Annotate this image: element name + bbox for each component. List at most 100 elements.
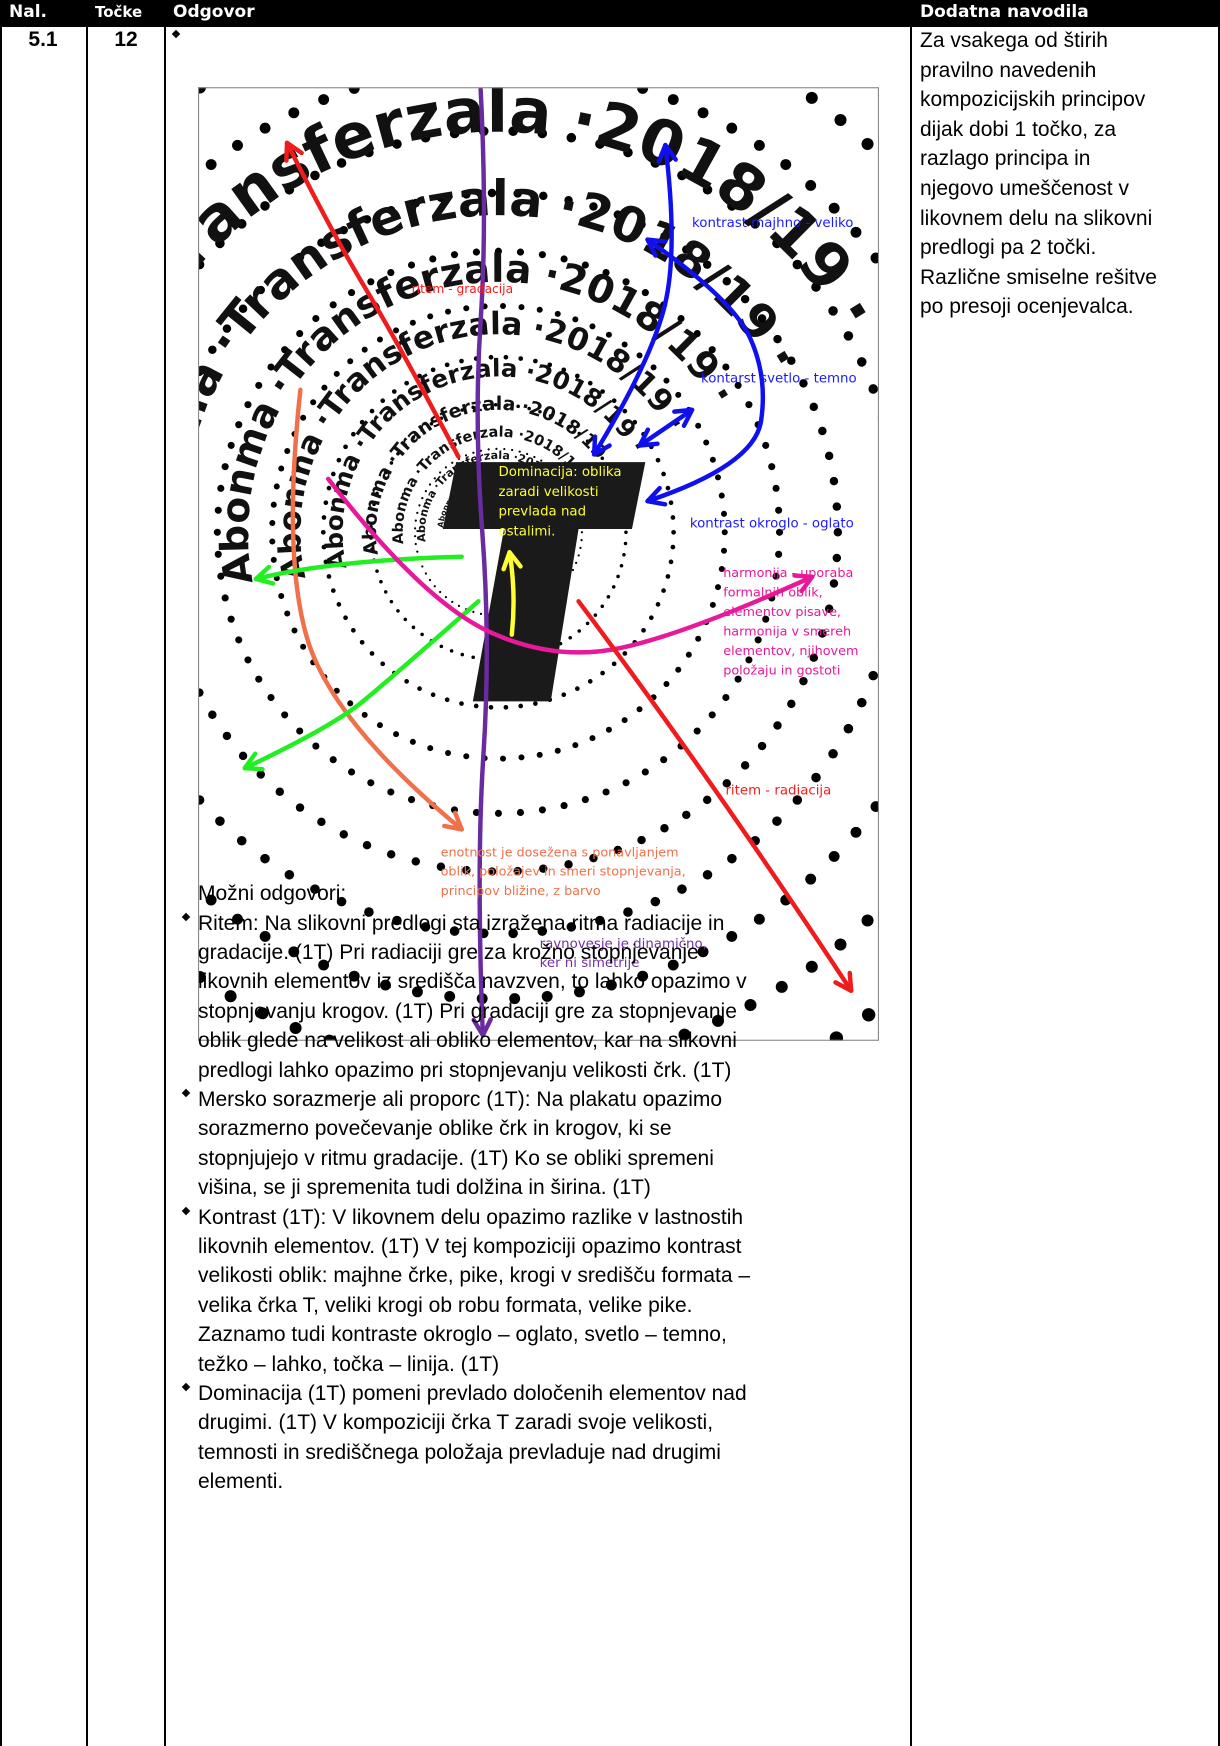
poster-dot	[326, 574, 332, 579]
poster-dot	[275, 268, 285, 278]
poster-dot	[513, 189, 522, 198]
poster-dot	[675, 666, 682, 673]
annotation-arrow	[591, 142, 674, 457]
annotation-arrow	[284, 140, 461, 459]
poster-dot	[587, 679, 593, 684]
poster-dot	[351, 431, 356, 437]
poster-dot	[418, 504, 421, 507]
annotation-label: harmonija v smereh	[723, 624, 851, 639]
poster-dot	[775, 980, 788, 993]
poster-dot	[449, 926, 460, 936]
annotation-label: principov bližine, z barvo	[441, 884, 601, 899]
poster-dot	[805, 873, 817, 885]
poster-dot	[339, 830, 348, 839]
header-row: Nal. Točke Odgovor Dodatna navodila	[0, 0, 1220, 25]
poster-dot	[518, 356, 524, 361]
poster-dot	[508, 928, 518, 939]
annotation-label: zaradi velikosti	[498, 485, 598, 500]
poster-dot	[740, 294, 750, 304]
poster-dot	[734, 675, 742, 683]
poster-dot	[433, 477, 436, 480]
poster-dot	[347, 289, 356, 297]
poster-dot	[660, 756, 668, 764]
poster-dot	[589, 735, 596, 742]
poster-dot	[726, 122, 738, 134]
poster-dot	[702, 870, 713, 880]
poster-dot	[333, 370, 340, 377]
poster-dot	[792, 795, 803, 805]
poster-dot	[589, 202, 598, 211]
poster-dot	[444, 466, 448, 469]
answer-line: predlogi lahko opazimo pri stopnjevanju …	[198, 1058, 732, 1082]
poster-dot	[623, 147, 633, 158]
answer-line: likovnih elementov. (1T) V tej kompozici…	[198, 1234, 742, 1258]
poster-dot	[439, 644, 444, 649]
poster-dot	[516, 248, 525, 256]
poster-dot	[205, 894, 217, 906]
poster-dot	[284, 184, 295, 195]
poster-dot	[493, 402, 498, 407]
poster-dot	[636, 706, 643, 713]
poster-dot	[843, 723, 854, 734]
poster-dot	[650, 364, 657, 371]
poster-word: ·	[520, 395, 532, 418]
poster-dot	[288, 107, 300, 119]
poster-dot	[323, 1034, 336, 1041]
poster-dot	[685, 651, 692, 658]
poster-dot	[472, 248, 480, 256]
poster-dot	[850, 226, 862, 238]
poster-dot	[811, 772, 821, 783]
answer-line: stopnjevanju krogov. (1T) Pri gradaciji …	[198, 999, 737, 1023]
poster-dot	[321, 544, 327, 550]
bullet	[181, 1088, 191, 1098]
poster-dot	[449, 649, 454, 653]
poster-dot	[828, 306, 838, 316]
poster-dot	[376, 336, 383, 343]
poster-dot	[396, 609, 400, 613]
poster-dot	[605, 331, 612, 338]
poster-dot	[379, 481, 383, 485]
poster-dot	[256, 1007, 269, 1020]
poster-dot	[829, 476, 839, 486]
poster-dot	[198, 367, 204, 377]
poster-dot	[693, 727, 701, 735]
poster-dot	[632, 419, 638, 425]
poster-dot	[585, 621, 590, 626]
poster-dot	[668, 500, 674, 506]
poster-dot	[622, 779, 630, 787]
poster-dot	[541, 990, 553, 1002]
arrow-head	[442, 810, 464, 832]
poster-dot	[393, 327, 400, 334]
poster-dot	[533, 455, 536, 459]
poster-dot	[284, 610, 291, 617]
poster-dot	[585, 439, 590, 443]
poster-dot	[757, 741, 767, 751]
annotation-label: kontarst svetlo - temno	[701, 372, 857, 387]
poster-dot	[198, 795, 205, 805]
poster-dot	[641, 627, 646, 633]
poster-dot	[787, 699, 796, 709]
poster-dot	[387, 269, 395, 277]
poster-dot	[799, 676, 808, 686]
poster-dot	[238, 304, 248, 313]
poster-dot	[772, 238, 782, 249]
poster-dot	[574, 373, 580, 379]
poster-dot	[799, 379, 808, 388]
note-line: predlogi pa 2 točki.	[920, 236, 1097, 260]
poster-dot	[870, 252, 879, 264]
annotation-label: ostalimi.	[498, 524, 555, 539]
poster-dot	[660, 232, 669, 241]
poster-dot	[809, 653, 819, 662]
annotation-label: ritem - radiacija	[725, 783, 831, 798]
poster-dot	[296, 329, 304, 338]
poster-dot	[217, 484, 225, 492]
poster-dot	[451, 600, 454, 603]
poster-dot	[222, 731, 232, 741]
poster-dot	[574, 686, 580, 691]
poster-dot	[722, 779, 732, 788]
annotation-label: ravnovesje je dinamično,	[540, 936, 707, 952]
poster-dot	[424, 572, 428, 575]
poster-dot	[720, 510, 727, 517]
poster-dot	[420, 632, 424, 637]
poster-dot	[336, 602, 342, 607]
